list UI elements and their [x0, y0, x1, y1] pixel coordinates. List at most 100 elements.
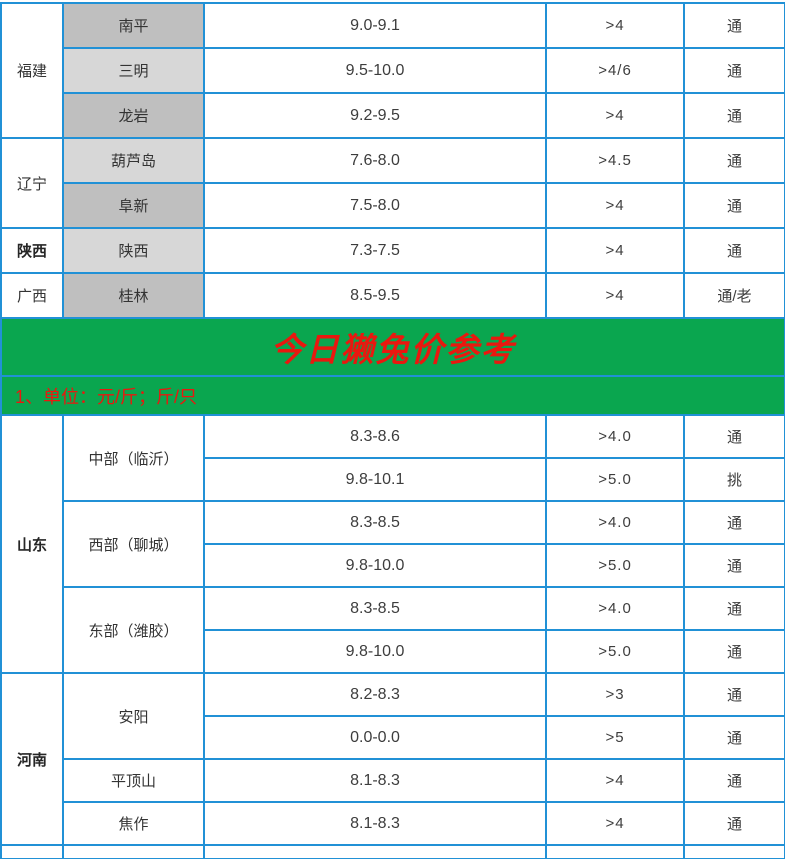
table-row: 0.0-0.0 >5 通: [1, 715, 785, 760]
province-cell: 广西: [0, 272, 64, 319]
table-row: 9.8-10.0 >5.0 通: [1, 629, 785, 674]
partial-row-cell: [203, 844, 547, 859]
price-cell: 0.0-0.0: [203, 715, 547, 760]
city-cell: 南平: [62, 2, 205, 49]
table-row: 平顶山 8.1-8.3 >4 通: [1, 758, 785, 803]
price-cell: 8.1-8.3: [203, 758, 547, 803]
weight-cell: >4.0: [545, 414, 685, 459]
type-cell: 通: [683, 92, 785, 139]
type-cell: 通: [683, 801, 785, 846]
type-cell: 通: [683, 715, 785, 760]
price-cell: 8.1-8.3: [203, 801, 547, 846]
type-cell: 通: [683, 758, 785, 803]
city-cell: 平顶山: [62, 758, 205, 803]
price-cell: 8.5-9.5: [203, 272, 547, 319]
city-cell: 阜新: [62, 182, 205, 229]
type-cell: 通: [683, 47, 785, 94]
price-cell: 8.3-8.6: [203, 414, 547, 459]
table-row: [0, 844, 785, 859]
table-row: 焦作 8.1-8.3 >4 通: [1, 801, 785, 846]
table-row: 阜新 7.5-8.0 >4 通: [1, 182, 785, 229]
table-row: 9.8-10.0 >5.0 通: [1, 543, 785, 588]
table-row: 西部（聊城） 8.3-8.5 >4.0 通: [1, 500, 785, 588]
weight-cell: >3: [545, 672, 685, 717]
city-cell: 陕西: [62, 227, 205, 274]
table-row: 河南 安阳 8.2-8.3 >3 通: [0, 672, 785, 846]
city-cell: 西部（聊城）: [62, 500, 205, 588]
weight-cell: >4.5: [545, 137, 685, 184]
partial-row-cell: [62, 844, 205, 859]
type-cell: 挑: [683, 457, 785, 502]
weight-cell: >4: [545, 92, 685, 139]
province-cell: 山东: [0, 414, 64, 674]
type-cell: 通/老: [683, 272, 785, 319]
type-cell: 通: [683, 543, 785, 588]
price-cell: 9.8-10.0: [203, 543, 547, 588]
table-row: 今日獭兔价参考: [0, 317, 785, 377]
table-row: 东部（潍胶） 8.3-8.5 >4.0 通: [1, 586, 785, 674]
price-cell: 8.3-8.5: [203, 586, 547, 631]
type-cell: 通: [683, 227, 785, 274]
table-row: 1、单位：元/斤；斤/只: [0, 375, 785, 416]
weight-cell: >4: [545, 272, 685, 319]
city-cell: 中部（临沂）: [62, 414, 205, 502]
banner-title: 今日獭兔价参考: [0, 317, 785, 377]
price-cell: 9.8-10.1: [203, 457, 547, 502]
city-cell: 葫芦岛: [62, 137, 205, 184]
price-cell: 7.5-8.0: [203, 182, 547, 229]
city-cell: 龙岩: [62, 92, 205, 139]
province-cell: 河南: [0, 672, 64, 846]
province-cell: 陕西: [0, 227, 64, 274]
price-cell: 7.6-8.0: [203, 137, 547, 184]
weight-cell: >4: [545, 182, 685, 229]
price-cell: 7.3-7.5: [203, 227, 547, 274]
weight-cell: >5.0: [545, 543, 685, 588]
price-cell: 9.8-10.0: [203, 629, 547, 674]
type-cell: 通: [683, 629, 785, 674]
type-cell: 通: [683, 137, 785, 184]
type-cell: 通: [683, 2, 785, 49]
weight-cell: >4: [545, 2, 685, 49]
table-row: 广西 桂林 8.5-9.5 >4 通/老: [0, 272, 785, 319]
price-cell: 8.2-8.3: [203, 672, 547, 717]
city-cell: 桂林: [62, 272, 205, 319]
price-cell: 9.0-9.1: [203, 2, 547, 49]
type-cell: 通: [683, 182, 785, 229]
table-row: 9.8-10.1 >5.0 挑: [1, 457, 785, 502]
weight-cell: >5: [545, 715, 685, 760]
partial-row-cell: [0, 844, 64, 859]
weight-cell: >4.0: [545, 500, 685, 545]
table-row: 龙岩 9.2-9.5 >4 通: [1, 92, 785, 139]
table-row: 福建 南平 9.0-9.1 >4 通: [0, 2, 785, 139]
table-row: 三明 9.5-10.0 >4/6 通: [1, 47, 785, 94]
type-cell: 通: [683, 672, 785, 717]
city-cell: 焦作: [62, 801, 205, 846]
type-cell: 通: [683, 500, 785, 545]
table-row: 山东 中部（临沂） 8.3-8.6 >4.0 通: [0, 414, 785, 674]
province-cell: 福建: [0, 2, 64, 139]
weight-cell: >4/6: [545, 47, 685, 94]
weight-cell: >4.0: [545, 586, 685, 631]
city-cell: 东部（潍胶）: [62, 586, 205, 674]
weight-cell: >5.0: [545, 457, 685, 502]
province-cell: 辽宁: [0, 137, 64, 229]
price-cell: 9.5-10.0: [203, 47, 547, 94]
city-cell: 安阳: [62, 672, 205, 760]
weight-cell: >4: [545, 227, 685, 274]
partial-row-cell: [545, 844, 685, 859]
weight-cell: >4: [545, 758, 685, 803]
price-cell: 8.3-8.5: [203, 500, 547, 545]
price-cell: 9.2-9.5: [203, 92, 547, 139]
type-cell: 通: [683, 586, 785, 631]
weight-cell: >5.0: [545, 629, 685, 674]
table-row: 辽宁 葫芦岛 7.6-8.0 >4.5 通: [0, 137, 785, 229]
type-cell: 通: [683, 414, 785, 459]
city-cell: 三明: [62, 47, 205, 94]
table-row: 陕西 陕西 7.3-7.5 >4 通: [0, 227, 785, 274]
partial-row-cell: [683, 844, 785, 859]
weight-cell: >4: [545, 801, 685, 846]
unit-note: 1、单位：元/斤；斤/只: [0, 375, 785, 416]
